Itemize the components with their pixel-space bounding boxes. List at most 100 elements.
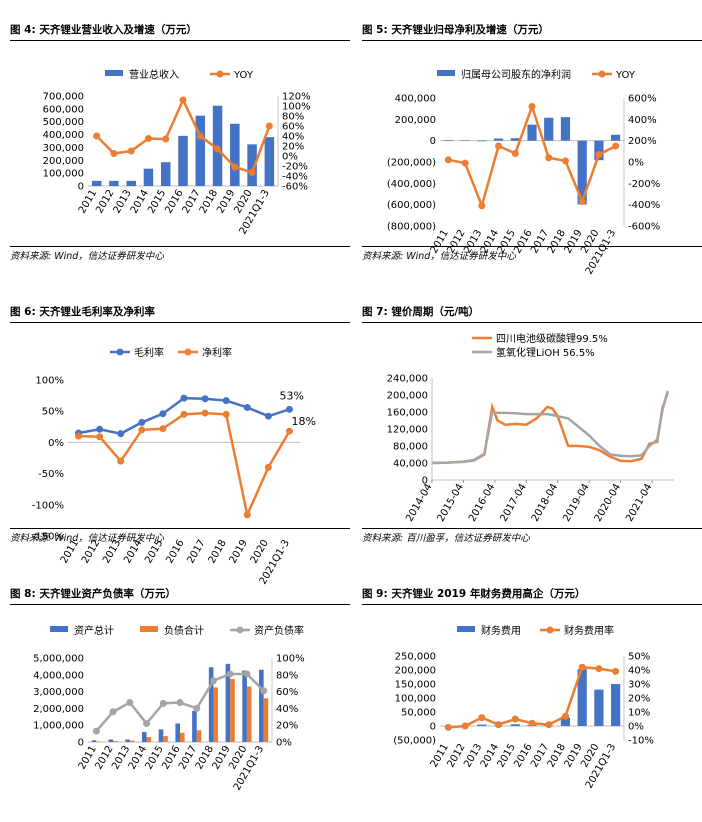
data-point bbox=[110, 150, 118, 157]
bar-mark bbox=[477, 724, 487, 726]
bar-mark bbox=[510, 724, 520, 726]
x-tick-label: 2021-04 bbox=[624, 482, 654, 524]
data-point bbox=[444, 723, 452, 731]
data-point bbox=[159, 699, 167, 707]
chart-finance-cost: (50,000) 0 50,000 100,000 150,000 200,000 250,… bbox=[393, 624, 654, 791]
legend-swatch bbox=[105, 70, 123, 76]
bar-mark bbox=[247, 144, 257, 186]
panel-net-profit: 图 5: 天齐锂业归母净利及增速（万元） (800,000) (600,000)(… bbox=[362, 8, 702, 277]
panel-title: 图 5: 天齐锂业归母净利及增速（万元） bbox=[362, 24, 549, 36]
y2-tick-label: 50% bbox=[628, 652, 650, 663]
x-tick-label: 2015-04 bbox=[436, 482, 466, 524]
bar-mark bbox=[141, 731, 147, 742]
data-point bbox=[179, 96, 187, 104]
data-point bbox=[561, 157, 569, 165]
y-tick-label: 400,000 bbox=[43, 130, 84, 141]
panel-revenue: 图 4: 天齐锂业营业收入及增速（万元） 0 100,000 200,000 300,… bbox=[10, 8, 358, 262]
y-tick-label: 50,000 bbox=[401, 708, 436, 719]
bar-mark bbox=[594, 689, 604, 726]
y2-tick-label: 40% bbox=[276, 704, 298, 715]
data-point bbox=[222, 410, 230, 418]
data-point bbox=[143, 720, 151, 728]
data-point bbox=[75, 432, 83, 440]
panel-margins: 图 6: 天齐锂业毛利率及净利率 -150% -100% -50% 0% 50% 100%… bbox=[10, 290, 358, 587]
series-line bbox=[448, 102, 617, 210]
bar-mark bbox=[263, 698, 269, 742]
y2-tick-label: 30% bbox=[628, 680, 650, 691]
y-tick-label: 100,000 bbox=[43, 169, 84, 180]
panel-lithium-price: 图 7: 锂价周期（元/吨） 0 40,000 80,000 120,000 160,0… bbox=[362, 290, 702, 544]
x-tick-label: 2020 bbox=[249, 538, 271, 566]
y2-tick-label: 0% bbox=[282, 152, 298, 163]
chart-lithium-price: 0 40,000 80,000 120,000 160,000 200,000 240,00… bbox=[387, 332, 674, 524]
y-tick-label: 120,000 bbox=[387, 425, 428, 436]
data-point bbox=[138, 426, 146, 434]
y-tick-label: 3,000,000 bbox=[33, 687, 84, 698]
data-point bbox=[159, 410, 167, 418]
series-line bbox=[431, 392, 669, 465]
bar-mark bbox=[158, 729, 164, 742]
y-tick-label: 300,000 bbox=[43, 143, 84, 154]
panel-title: 图 9: 天齐锂业 2019 年财务费用高企（万元） bbox=[362, 588, 586, 600]
x-tick-label: 2017-04 bbox=[498, 482, 528, 524]
data-point bbox=[528, 103, 536, 111]
y2-tick-label: 80% bbox=[276, 670, 298, 681]
y-tick-label: 0% bbox=[48, 438, 64, 449]
bar-mark bbox=[91, 180, 102, 186]
source-rule bbox=[362, 246, 702, 247]
panel-leverage: 图 8: 天齐锂业资产负债率（万元） 0 1,000,000 2,000,000 3,… bbox=[10, 572, 358, 822]
data-point bbox=[180, 410, 188, 418]
y-tick-label: -150% bbox=[32, 532, 64, 543]
y-tick-label: 4,000,000 bbox=[33, 670, 84, 681]
data-point bbox=[495, 142, 503, 150]
data-point bbox=[127, 147, 135, 155]
series-line bbox=[448, 665, 616, 729]
y-tick-label: 1,000,000 bbox=[33, 721, 84, 732]
data-point bbox=[243, 511, 251, 519]
y2-tick-label: -20% bbox=[282, 162, 308, 173]
data-point bbox=[109, 708, 117, 716]
data-point bbox=[285, 427, 293, 435]
y-tick-label: 0 bbox=[78, 738, 84, 749]
legend-swatch bbox=[140, 626, 158, 632]
bar-mark bbox=[230, 679, 235, 742]
legend-label: 营业总收入 bbox=[129, 68, 179, 81]
data-point bbox=[96, 425, 104, 433]
legend-label: 氢氧化锂LiOH 56.5% bbox=[496, 346, 595, 359]
data-point bbox=[201, 395, 209, 403]
data-point bbox=[92, 727, 100, 735]
legend-swatch bbox=[184, 348, 192, 356]
bar-mark bbox=[577, 669, 587, 726]
y2-tick-label: 20% bbox=[628, 694, 650, 705]
y2-tick-label: 600% bbox=[628, 94, 657, 105]
data-point bbox=[93, 132, 101, 140]
data-point bbox=[138, 418, 146, 426]
bar-mark bbox=[611, 134, 621, 141]
bar-mark bbox=[213, 687, 219, 742]
data-point bbox=[260, 687, 268, 695]
data-point bbox=[231, 163, 239, 171]
bar-mark bbox=[594, 140, 604, 161]
y2-tick-label: 0% bbox=[628, 722, 644, 733]
bar-mark bbox=[192, 710, 197, 742]
bar-mark bbox=[443, 140, 453, 141]
y-tick-label: 100% bbox=[35, 376, 64, 387]
data-label: 18% bbox=[291, 415, 315, 428]
data-point bbox=[545, 154, 553, 162]
title-rule bbox=[362, 604, 702, 605]
bar-mark bbox=[196, 730, 202, 742]
legend-label: YOY bbox=[615, 70, 636, 81]
y-tick-label: 400,000 bbox=[395, 94, 436, 105]
data-point bbox=[196, 132, 204, 140]
y2-tick-label: 200% bbox=[628, 136, 657, 147]
legend-swatch bbox=[598, 70, 606, 78]
data-point bbox=[214, 145, 222, 153]
x-tick-label: 2016 bbox=[164, 538, 186, 566]
y2-tick-label: 60% bbox=[276, 687, 298, 698]
legend-swatch bbox=[116, 348, 124, 356]
panel-finance-cost: 图 9: 天齐锂业 2019 年财务费用高企（万元） (50,000) 0 50,0… bbox=[362, 572, 702, 822]
y-tick-label: 240,000 bbox=[387, 374, 428, 385]
bar-mark bbox=[175, 723, 180, 742]
bar-mark bbox=[242, 670, 247, 742]
bar-mark bbox=[91, 740, 97, 742]
